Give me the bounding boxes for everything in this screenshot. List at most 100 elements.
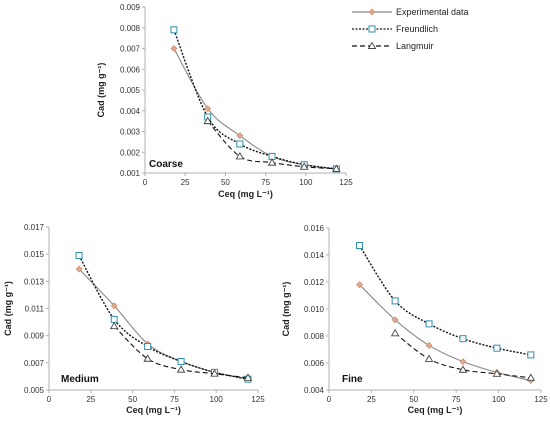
coarse-experimental-point [204,105,212,113]
coarse-experimental-point [236,132,244,140]
medium-experimental-point [75,265,83,273]
medium-y-tick-label: 0.017 [24,223,45,232]
coarse-panel-label: Coarse [149,159,183,170]
coarse-langmuir-point [235,152,245,160]
medium-freundlich-point [177,357,185,365]
fine-series-langmuir [390,328,536,381]
fine-y-tick-label: 0.014 [304,251,325,260]
coarse-langmuir-point [332,164,341,172]
medium-langmuir-point [210,369,219,377]
fine-y-axis-label: Cad (mg g⁻¹) [281,282,291,337]
fine-experimental-line [359,284,531,382]
coarse-y-axis-label: Cad (mg g⁻¹) [96,63,106,118]
fine-x-tick-label: 125 [534,395,548,404]
medium-y-tick-label: 0.005 [24,386,45,395]
legend-langmuir-label: Langmuir [396,41,434,51]
coarse-series-freundlich [170,26,340,173]
medium-y-tick-label: 0.015 [24,250,45,259]
coarse-y-tick-label: 0.006 [120,65,141,74]
medium-y-axis-label: Cad (mg g⁻¹) [3,281,13,336]
medium-x-tick-label: 75 [170,395,179,404]
fine-y-tick-label: 0.012 [304,278,325,287]
fine-langmuir-point [424,354,434,362]
fine-y-tick-label: 0.006 [304,359,325,368]
coarse-series-experimental [170,45,340,173]
legend-experimental-label: Experimental data [396,7,469,17]
coarse-y-tick-label: 0.001 [120,169,141,178]
fine-series-freundlich [356,242,535,359]
fine-langmuir-line [394,332,531,379]
fine-langmuir-point [390,328,400,337]
fine-y-tick-label: 0.008 [304,332,325,341]
coarse-x-tick-label: 100 [299,178,313,187]
fine-y-tick-label: 0.016 [304,224,325,233]
medium-freundlich-line [78,255,249,380]
medium-langmuir-point [109,321,119,330]
legend: Experimental data Freundlich Langmuir [352,7,469,51]
coarse-series-langmuir [203,116,341,172]
fine-y-tick-label: 0.004 [304,386,325,395]
coarse-experimental-point [170,45,178,52]
coarse-y-tick-label: 0.009 [120,3,141,12]
fine-experimental-point [425,342,433,349]
medium-x-axis-label: Ceq (mg L⁻¹) [126,405,181,415]
coarse-x-tick-label: 25 [181,178,190,187]
fine-panel: 0 25 50 75 100 125 0.004 0.006 0.008 0.010 0.012 0.… [281,224,548,415]
fine-x-tick-label: 100 [492,395,506,404]
coarse-x-tick-label: 0 [143,178,148,187]
fine-freundlich-point [493,344,501,352]
fine-langmuir-point [458,365,468,373]
medium-y-tick-label: 0.011 [25,305,45,314]
medium-y-tick-label: 0.007 [24,359,45,368]
legend-experimental-marker [368,8,376,16]
medium-freundlich-point [110,315,118,323]
medium-y-tick-label: 0.013 [24,277,45,286]
medium-langmuir-point [143,354,152,362]
coarse-panel: 0 25 50 75 100 125 0.001 0.002 0.003 0.004 0.005 0.… [96,3,353,199]
medium-y-tick-label: 0.009 [24,332,45,341]
coarse-x-tick-label: 125 [339,178,353,187]
coarse-x-tick-label: 50 [221,178,230,187]
medium-panel-label: Medium [61,374,99,385]
fine-experimental-point [459,358,467,366]
coarse-freundlich-point [236,140,244,148]
fine-freundlich-point [356,242,364,250]
coarse-langmuir-point [203,116,212,125]
medium-series-langmuir [109,321,253,381]
coarse-experimental-line [173,48,337,170]
fine-y-tick-label: 0.010 [304,305,325,314]
fine-freundlich-line [358,245,531,356]
medium-freundlich-point [144,343,152,351]
medium-x-tick-label: 125 [251,395,265,404]
coarse-freundlich-point [170,26,178,34]
coarse-x-tick-label: 75 [261,178,270,187]
medium-experimental-point [110,302,118,310]
fine-freundlich-point [391,297,399,305]
coarse-y-tick-label: 0.008 [120,24,141,33]
fine-x-tick-label: 50 [409,395,418,404]
coarse-y-tick-label: 0.007 [120,45,141,54]
fine-experimental-point [391,316,399,324]
medium-x-tick-label: 0 [47,395,52,404]
fine-langmuir-point [492,369,502,377]
fine-series-experimental [356,281,535,384]
medium-x-tick-label: 50 [128,395,137,404]
fine-x-axis-label: Ceq (mg L⁻¹) [408,405,463,415]
fine-panel-label: Fine [342,374,363,385]
medium-experimental-line [78,268,249,380]
coarse-y-tick-label: 0.004 [120,107,141,116]
medium-panel: 0 25 50 75 100 125 0.005 0.007 0.009 0.011 0.013 0.… [3,223,265,415]
medium-langmuir-point [176,365,186,373]
coarse-y-tick-label: 0.003 [120,128,141,137]
fine-freundlich-point [527,351,535,359]
coarse-langmuir-point [267,158,277,166]
fine-x-tick-label: 0 [327,395,332,404]
coarse-freundlich-line [173,29,337,170]
fine-freundlich-point [459,335,467,343]
medium-series-experimental [75,265,252,383]
medium-x-tick-label: 25 [86,395,95,404]
legend-freundlich-label: Freundlich [396,24,438,34]
fine-experimental-point [356,281,363,289]
coarse-x-axis-label: Ceq (mg L⁻¹) [218,189,273,199]
